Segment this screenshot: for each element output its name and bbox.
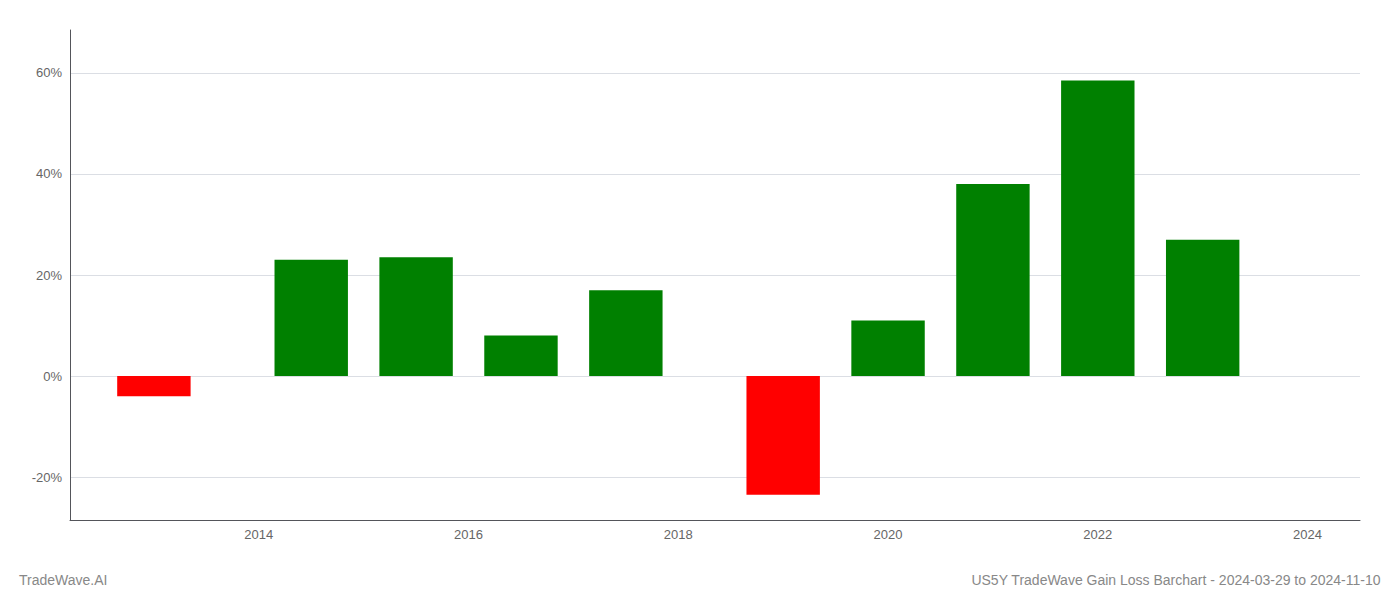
svg-text:US5Y TradeWave Gain Loss Barch: US5Y TradeWave Gain Loss Barchart - 2024… (971, 572, 1380, 588)
svg-text:2018: 2018 (664, 527, 693, 542)
svg-text:2024: 2024 (1293, 527, 1322, 542)
svg-text:2022: 2022 (1083, 527, 1112, 542)
svg-text:2020: 2020 (874, 527, 903, 542)
svg-text:20%: 20% (36, 268, 62, 283)
svg-text:TradeWave.AI: TradeWave.AI (19, 572, 107, 588)
svg-text:-20%: -20% (32, 470, 63, 485)
svg-text:2016: 2016 (454, 527, 483, 542)
svg-text:0%: 0% (43, 369, 62, 384)
svg-text:40%: 40% (36, 166, 62, 181)
svg-text:2014: 2014 (244, 527, 273, 542)
svg-text:60%: 60% (36, 65, 62, 80)
